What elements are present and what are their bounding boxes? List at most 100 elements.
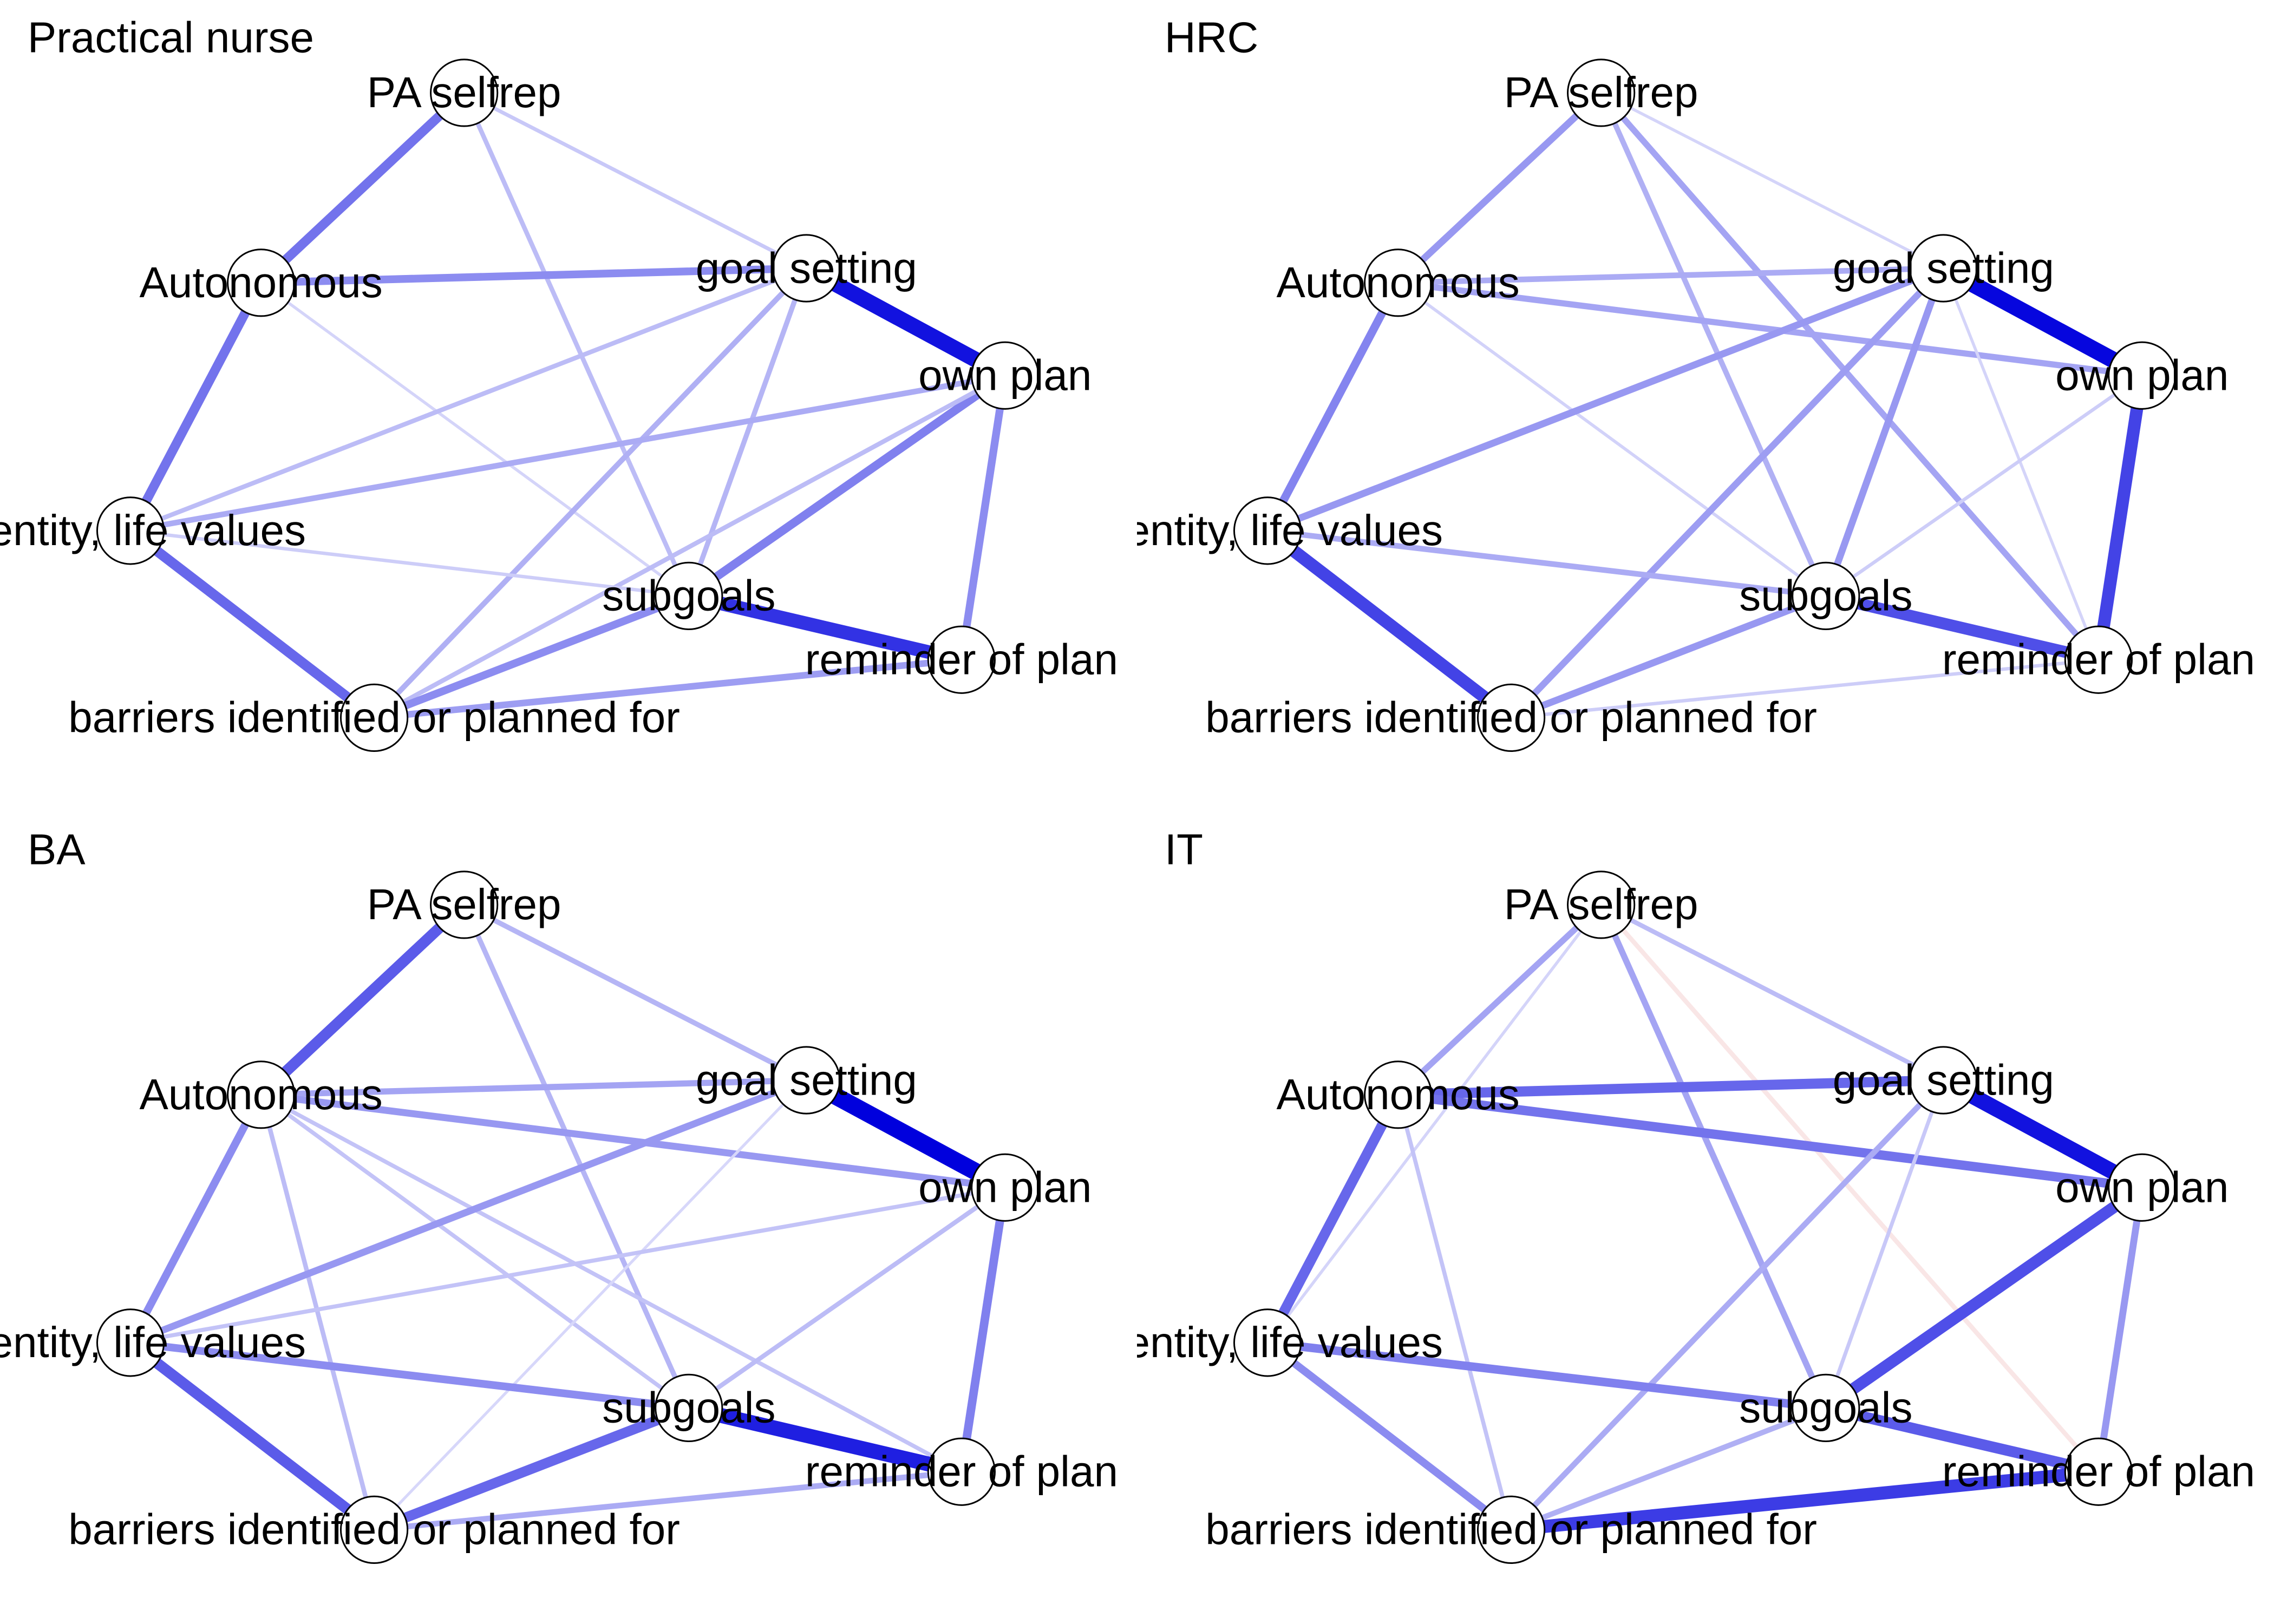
edge-goal-sub [1822, 267, 1947, 598]
edge-pa-auto [258, 89, 468, 286]
network-panel-2: PA selfrep Autonomous goal setting own plan… [1137, 13, 2255, 752]
edge-auto-bar [1396, 1094, 1513, 1530]
node-auto [227, 248, 296, 317]
node-label-auto: Autonomous [140, 258, 383, 306]
node-own [2108, 1153, 2177, 1222]
node-label-rem: reminder of plan [1942, 1448, 2255, 1496]
edge-sub-bar [372, 1403, 691, 1535]
panel-title: Practical nurse [28, 13, 314, 61]
edge-auto-goal [1398, 265, 1944, 286]
node-label-sub: subgoals [602, 572, 775, 620]
edge-auto-bar [259, 1094, 377, 1530]
node-label-pa: PA selfrep [1504, 880, 1698, 928]
node-pa [430, 870, 499, 939]
node-label-own: own plan [918, 351, 1092, 400]
edge-auto-own [260, 1091, 1006, 1191]
edge-group [126, 89, 1009, 722]
edge-own-sub [687, 1186, 1007, 1410]
node-iden [96, 1308, 165, 1377]
edge-auto-iden [127, 1092, 265, 1345]
edge-own-rem [957, 1187, 1010, 1472]
node-label-sub: subgoals [1739, 1384, 1912, 1432]
node-rem [927, 625, 996, 694]
edge-pa-rem [1599, 903, 2101, 1474]
node-auto [227, 1060, 296, 1129]
edge-pa-goal [1600, 902, 1945, 1083]
edge-goal-sub [1824, 1079, 1945, 1409]
edge-own-sub [686, 372, 1008, 600]
node-label-goal: goal setting [1833, 244, 2054, 292]
edge-pa-goal [463, 91, 807, 270]
edge-own-bar [373, 374, 1007, 720]
edge-auto-own [1397, 279, 2142, 379]
node-label-auto: Autonomous [1277, 1070, 1520, 1118]
edge-own-rem [2095, 1187, 2146, 1472]
edge-goal-iden [1266, 265, 1945, 534]
edge-pa-auto [257, 901, 468, 1099]
network-panel-3: PA selfrep Autonomous goal setting own plan… [0, 825, 1118, 1564]
edge-pa-sub [1598, 903, 1829, 1410]
edge-pa-auto [1396, 902, 1604, 1097]
edge-goal-own [802, 261, 1009, 383]
node-label-own: own plan [918, 1163, 1092, 1212]
edge-rem-bar [1510, 1465, 2100, 1536]
edge-sub-rem [1825, 1403, 2100, 1477]
node-label-sub: subgoals [602, 1384, 775, 1432]
edge-sub-rem [1824, 590, 2100, 666]
node-pa [430, 58, 499, 127]
edge-iden-bar [127, 1338, 378, 1534]
node-label-bar: barriers identified or planned for [68, 693, 680, 742]
edge-pa-rem [1598, 90, 2101, 662]
edge-own-iden [130, 1186, 1005, 1345]
edge-pa-sub [462, 91, 691, 597]
edge-iden-sub [1267, 528, 1826, 599]
edge-pa-auto [1395, 90, 1604, 286]
panel-title: IT [1165, 825, 1203, 873]
node-bar [1476, 683, 1546, 752]
node-label-sub: subgoals [1739, 572, 1912, 620]
edge-group [127, 901, 1010, 1535]
node-label-rem: reminder of plan [805, 1448, 1118, 1496]
node-label-goal: goal setting [696, 1056, 917, 1104]
node-bar [1476, 1495, 1546, 1564]
edge-rem-bar [374, 1469, 962, 1533]
node-label-pa: PA selfrep [367, 68, 561, 116]
node-label-pa: PA selfrep [1504, 68, 1698, 116]
edge-own-sub [1825, 374, 2144, 598]
edge-goal-own [1939, 261, 2146, 383]
edge-own-iden [130, 372, 1006, 534]
node-bar [339, 1495, 409, 1564]
node-label-own: own plan [2055, 1163, 2229, 1212]
node-label-goal: goal setting [696, 244, 917, 292]
node-iden [96, 496, 165, 565]
edge-own-sub [1822, 1182, 2146, 1413]
edge-auto-goal [260, 264, 807, 287]
edge-auto-iden [126, 280, 265, 533]
edge-auto-goal [260, 1077, 807, 1098]
node-goal [772, 234, 841, 303]
node-auto [1364, 1060, 1433, 1129]
node-label-auto: Autonomous [140, 1070, 383, 1118]
edge-goal-bar [1509, 1078, 1946, 1532]
node-goal [1909, 1046, 1978, 1115]
edge-goal-iden [129, 1077, 808, 1346]
edge-iden-sub [1267, 1338, 1827, 1412]
edge-sub-rem [687, 589, 963, 667]
node-label-iden: identity, life values [1092, 1318, 1443, 1366]
node-pa [1567, 58, 1636, 127]
edge-goal-bar [373, 1079, 808, 1531]
node-label-auto: Autonomous [1277, 258, 1520, 306]
node-rem [2064, 625, 2133, 694]
edge-rem-bar [374, 656, 962, 721]
edge-pa-sub [461, 903, 691, 1409]
edge-sub-bar [1510, 1405, 1827, 1533]
edge-own-rem [2092, 374, 2148, 661]
edge-rem-bar [1511, 658, 2099, 720]
node-auto [1364, 248, 1433, 317]
node-own [971, 1153, 1040, 1222]
edge-iden-bar [1265, 1339, 1514, 1533]
node-iden [1233, 496, 1302, 565]
node-bar [339, 683, 409, 752]
node-label-bar: barriers identified or planned for [1205, 693, 1817, 742]
